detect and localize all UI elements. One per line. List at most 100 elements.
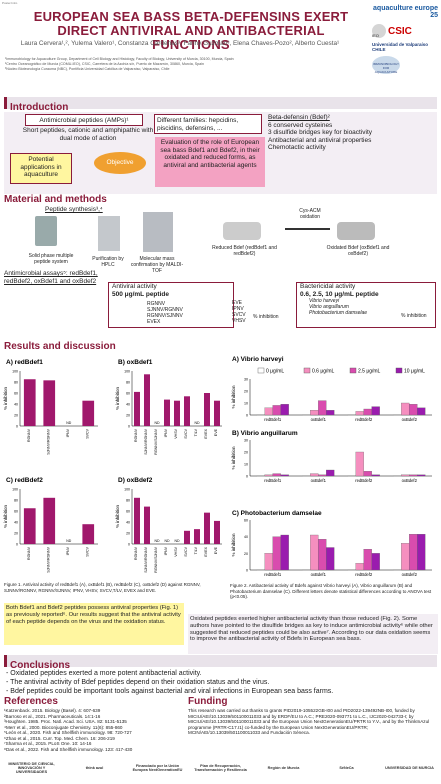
tick-label: RGNNV/SJNNV bbox=[154, 546, 158, 572]
conclusion-item: - The antiviral activity of Bdef peptide… bbox=[6, 679, 270, 686]
bdef-title: Beta-defensin (Bdef)² bbox=[268, 114, 330, 121]
tick-label: 20 bbox=[126, 414, 130, 418]
results-text-2: Oxidated peptides exerted higher antibac… bbox=[188, 614, 438, 654]
panel-title: C) Photobacterium damselae bbox=[232, 510, 322, 517]
title-line-2: DIRECT ANTIVIRAL AND ANTIBACTERIAL FUNCT… bbox=[57, 23, 325, 52]
tick-label: EVE bbox=[214, 428, 218, 436]
bar bbox=[318, 474, 327, 477]
bar bbox=[144, 506, 150, 544]
bar bbox=[134, 391, 140, 426]
virus-item: IPNV bbox=[232, 306, 244, 312]
bar bbox=[204, 393, 210, 426]
tick-label: RGNNV bbox=[134, 428, 138, 442]
tick-label: 10 bbox=[244, 402, 248, 406]
reference-item: ¹Katzenback. 2015. Biology (Basel). 4: 6… bbox=[4, 708, 101, 713]
tick-label: 100 bbox=[124, 488, 130, 492]
amp-box: Antimicrobial peptides (AMPs)¹ bbox=[25, 114, 143, 126]
footer-logo: UNIVERSIDAD DE MURCIA bbox=[385, 766, 434, 770]
bar bbox=[184, 530, 190, 544]
tick-label: IPNV bbox=[164, 546, 168, 555]
conclusion-item: - Oxidated peptides exerted a more poten… bbox=[6, 670, 202, 677]
figure-2-caption: Figure 2. Antibacterial activity of Bdef… bbox=[230, 583, 432, 599]
tick-label: T/LV bbox=[194, 428, 198, 436]
bacteria-item: Photobacterium damselae bbox=[309, 310, 368, 316]
legend-label: 0 μg/mL bbox=[266, 369, 284, 375]
affiliation-1: ¹Immunobiology for Aquaculture Group, De… bbox=[5, 57, 234, 61]
csic-logo: CSIC bbox=[388, 25, 412, 37]
antiviral-title: Antiviral activity bbox=[112, 283, 157, 290]
data-label: ND bbox=[154, 421, 160, 425]
bacteria-item: Vibrio harveyi bbox=[309, 298, 340, 304]
tick-label: RGNNV/SJNNV bbox=[154, 428, 158, 454]
antiviral-conc: 500 μg/mL peptide bbox=[112, 290, 169, 298]
bar bbox=[310, 410, 319, 416]
tick-label: 100 bbox=[12, 370, 18, 374]
objective-ellipse: Objective bbox=[94, 152, 146, 174]
virus-item: SJNNV/RGNNV bbox=[147, 307, 183, 313]
tick-label: 0 bbox=[128, 425, 130, 429]
tick-label: oxBdef1 bbox=[311, 417, 327, 422]
bar bbox=[310, 534, 319, 571]
title-line-1: EUROPEAN SEA BASS BETA-DEFENSINS EXERT bbox=[33, 9, 349, 24]
tick-label: 0 bbox=[128, 543, 130, 547]
bar bbox=[23, 508, 36, 544]
bar bbox=[355, 411, 364, 416]
footer-logo: Región de Murcia bbox=[267, 766, 300, 770]
tick-label: oxBdef2 bbox=[402, 417, 418, 422]
tick-label: 60 bbox=[126, 510, 130, 514]
tick-label: oxBdef1 bbox=[311, 572, 327, 577]
bar bbox=[363, 408, 372, 416]
bar bbox=[363, 471, 372, 477]
spps-label: Solid phase multiple peptide system bbox=[28, 253, 74, 265]
bdef-line-4: Chemotactic activity bbox=[268, 144, 326, 151]
axis-label: % inhibition bbox=[115, 386, 120, 410]
bacteria-item: Vibrio anguillarum bbox=[309, 304, 349, 310]
bar bbox=[272, 536, 281, 571]
bar bbox=[417, 534, 426, 571]
bacterial-inhibition: % inhibition bbox=[401, 313, 427, 319]
bar bbox=[363, 549, 372, 571]
tick-label: 0 bbox=[246, 414, 248, 418]
tick-label: 60 bbox=[126, 392, 130, 396]
tick-label: redBdef1 bbox=[264, 417, 282, 422]
methods-heading: Material and methods bbox=[4, 194, 107, 205]
data-label: ND bbox=[164, 539, 170, 543]
hplc-label: Purification by HPLC bbox=[92, 256, 124, 268]
bar bbox=[194, 529, 200, 544]
legend-swatch bbox=[303, 367, 311, 374]
tick-label: 80 bbox=[126, 499, 130, 503]
tick-label: RGNNV bbox=[27, 428, 31, 442]
reference-item: ⁸Das et al., 2022. Fish and Shellfish im… bbox=[4, 746, 133, 752]
virus-item: RGNNV/SJNNV bbox=[147, 313, 183, 319]
tick-label: 0 bbox=[16, 425, 18, 429]
tick-label: 80 bbox=[14, 499, 18, 503]
bar bbox=[272, 405, 281, 416]
tick-label: SVCV bbox=[184, 546, 188, 556]
tick-label: SJNNV/RGNNV bbox=[144, 428, 148, 454]
reduced-peptide-icon bbox=[223, 222, 261, 240]
panel-title: C) redBdef2 bbox=[6, 477, 43, 484]
affiliation-2: ²Centro Oceanográfico de Murcia (COMU-IE… bbox=[5, 62, 204, 66]
oxidated-peptide-icon bbox=[337, 222, 375, 240]
reference-item: ⁶Zhao et al., 2015. Curr. Top. Med. Chem… bbox=[4, 735, 115, 741]
tick-label: 20 bbox=[14, 532, 18, 536]
bar bbox=[264, 407, 273, 416]
intro-heading-bar: Introduction bbox=[4, 97, 437, 113]
results-heading: Results and discussion bbox=[4, 341, 116, 352]
reduced-label: Reduced Bdef (redBdef1 and redBdef2) bbox=[212, 245, 277, 257]
bar bbox=[280, 534, 289, 571]
hplc-icon bbox=[98, 216, 120, 251]
bdef-line-2: 3 disulfide bridges key for bioactivity bbox=[268, 129, 373, 136]
bar bbox=[318, 539, 327, 571]
tick-label: IPNV bbox=[164, 428, 168, 437]
bar bbox=[409, 534, 418, 571]
conclusion-item: - Bdef peptides could be important tools… bbox=[6, 688, 334, 695]
tick-label: 30 bbox=[244, 378, 248, 382]
intro-heading: Introduction bbox=[10, 102, 69, 113]
tick-label: redBdef2 bbox=[355, 478, 373, 483]
amp-description: Short peptides, cationic and amphipathic… bbox=[22, 127, 154, 142]
bar bbox=[318, 400, 327, 416]
poster-title: EUROPEAN SEA BASS BETA-DEFENSINS EXERT D… bbox=[26, 10, 356, 52]
references-heading: References bbox=[4, 696, 58, 707]
panel-title: A) redBdef1 bbox=[6, 359, 43, 366]
